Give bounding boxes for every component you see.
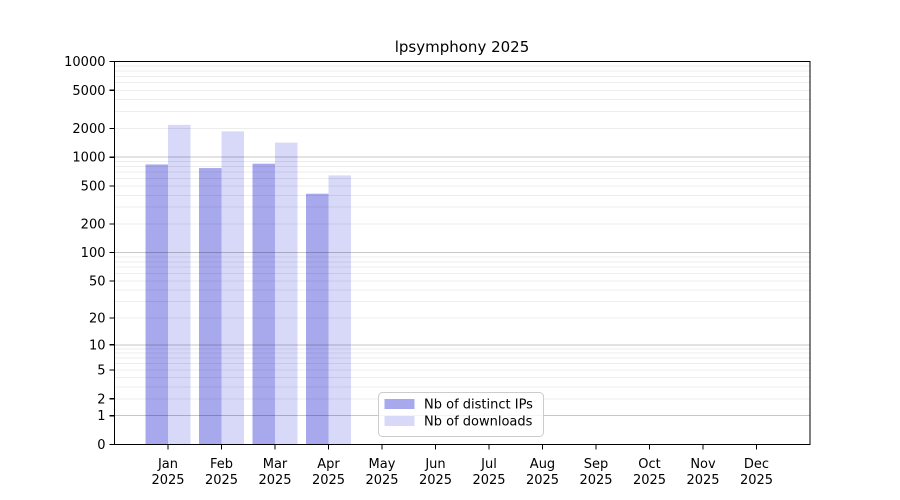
bar-nb-of-downloads-jan [168,124,191,445]
x-tick-label-year: 2025 [205,473,238,488]
x-tick-label-year: 2025 [365,473,398,488]
y-tick-label: 5 [97,363,105,378]
x-tick-label-month: Jul [480,457,497,472]
bar-nb-of-distinct-ips-feb [199,168,222,445]
y-tick-label: 10 [89,338,106,353]
legend: Nb of distinct IPs Nb of downloads [378,392,544,437]
x-tick-label-month: Dec [744,457,769,472]
x-tick-label-year: 2025 [151,473,184,488]
y-tick-label: 500 [81,179,106,194]
y-tick-label: 0 [97,438,105,453]
x-tick-label-month: Jan [157,457,178,472]
y-tick-label: 20 [89,311,106,326]
y-tick-label: 1000 [72,151,105,166]
y-tick-label: 2000 [72,122,105,137]
bar-nb-of-downloads-feb [221,131,244,445]
x-tick-label-month: Nov [690,457,716,472]
x-tick-label-year: 2025 [419,473,452,488]
legend-label-nb-of-downloads: Nb of downloads [424,415,533,430]
x-tick-label-year: 2025 [633,473,666,488]
bar-nb-of-distinct-ips-jan [145,164,168,445]
legend-box [378,392,544,437]
x-axis: Jan2025Feb2025Mar2025Apr2025May2025Jun20… [151,444,773,488]
y-axis: 0 1 2 5 10 20 50 100 200 500 1000 2000 5000 10000 [64,55,115,453]
x-tick-label-month: May [369,457,396,472]
y-tick-label: 200 [81,217,106,232]
bar-nb-of-distinct-ips-apr [306,193,329,445]
legend-swatch-nb-of-downloads [384,416,415,426]
y-tick-label: 100 [81,246,106,261]
y-tick-label: 1 [97,409,105,424]
x-tick-label-month: Sep [584,457,609,472]
x-tick-label-year: 2025 [526,473,559,488]
bar-nb-of-distinct-ips-mar [252,163,275,445]
legend-swatch-nb-of-distinct-ips [384,399,415,409]
bar-nb-of-downloads-mar [275,142,298,445]
gridlines-group [114,61,810,417]
y-tick-label: 50 [89,275,106,290]
x-tick-label-month: Feb [210,457,233,472]
y-tick-label: 2 [97,392,105,407]
chart-title: lpsymphony 2025 [395,38,530,56]
legend-label-nb-of-distinct-ips: Nb of distinct IPs [424,398,533,413]
x-tick-label-year: 2025 [312,473,345,488]
x-tick-label-month: Mar [263,457,288,472]
bars-group [145,124,351,445]
x-tick-label-year: 2025 [472,473,505,488]
x-tick-label-month: Oct [638,457,660,472]
x-tick-label-year: 2025 [740,473,773,488]
x-tick-label-year: 2025 [686,473,719,488]
x-tick-label-month: Jun [424,457,445,472]
x-tick-label-year: 2025 [579,473,612,488]
x-tick-label-year: 2025 [258,473,291,488]
x-tick-label-month: Aug [530,457,555,472]
y-tick-label: 5000 [72,84,105,99]
x-tick-label-month: Apr [317,457,340,472]
y-tick-label: 10000 [64,55,105,70]
bar-nb-of-downloads-apr [328,175,351,445]
